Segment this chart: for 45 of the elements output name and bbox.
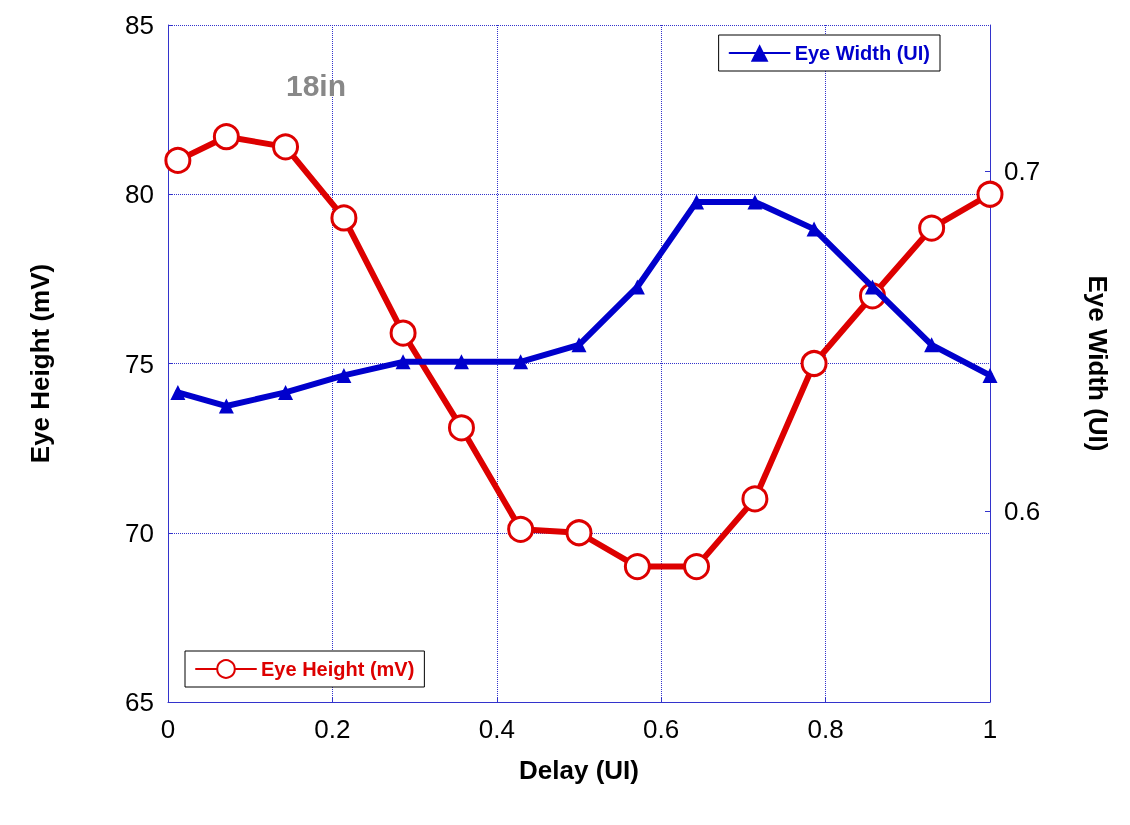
point xyxy=(623,553,651,581)
x-tick-label: 0.2 xyxy=(314,714,351,744)
point xyxy=(918,214,946,242)
annotation: 18in xyxy=(285,68,347,102)
x-axis-title: Delay (UI) xyxy=(519,755,639,785)
y2-axis-title: Eye Width (UI) xyxy=(1083,275,1113,452)
y-tick-label: 65 xyxy=(125,687,154,717)
x-tick-label: 0.8 xyxy=(807,714,844,744)
point xyxy=(976,180,1004,208)
x-tick-label: 0.6 xyxy=(643,714,680,744)
point xyxy=(272,133,300,161)
point xyxy=(330,204,358,232)
point xyxy=(689,194,705,210)
point xyxy=(218,398,234,414)
y2-tick-label: 0.6 xyxy=(1004,496,1041,527)
point xyxy=(336,367,352,383)
point xyxy=(453,354,469,370)
point xyxy=(513,354,529,370)
legend-label: Eye Height (mV) xyxy=(261,658,415,680)
y-tick-label: 85 xyxy=(125,10,154,40)
point xyxy=(747,194,763,210)
point xyxy=(278,384,294,400)
point xyxy=(164,146,192,174)
y2-tick-label: 0.7 xyxy=(1004,156,1041,187)
point xyxy=(395,354,411,370)
point xyxy=(170,384,186,400)
y-tick-label: 70 xyxy=(125,517,154,548)
x-tick-label: 0.4 xyxy=(478,714,515,744)
y-tick-label: 80 xyxy=(125,179,154,210)
x-tick-label: 0 xyxy=(160,714,176,744)
point xyxy=(389,319,417,347)
point xyxy=(571,337,587,353)
point xyxy=(447,414,475,442)
point xyxy=(507,515,535,543)
point xyxy=(800,350,828,377)
point xyxy=(982,367,998,383)
legend-label: Eye Width (UI) xyxy=(794,42,930,64)
point xyxy=(741,485,769,513)
point xyxy=(683,553,711,581)
point xyxy=(924,337,940,353)
x-tick-label: 1 xyxy=(982,714,998,744)
point xyxy=(212,123,240,151)
point xyxy=(565,519,593,547)
y-axis-title: Eye Height (mV) xyxy=(25,263,55,464)
y-tick-label: 75 xyxy=(125,348,154,379)
